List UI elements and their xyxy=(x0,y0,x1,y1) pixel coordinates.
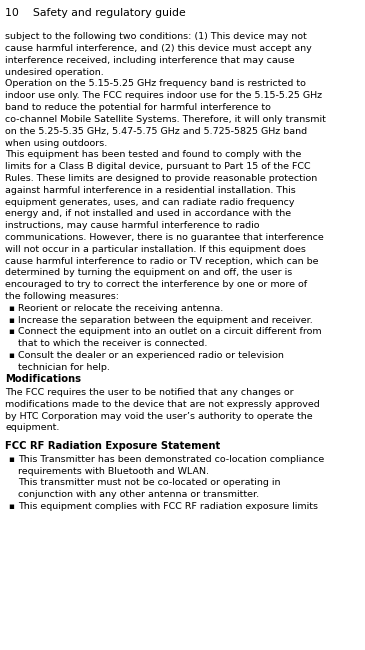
Text: cause harmful interference to radio or TV reception, which can be: cause harmful interference to radio or T… xyxy=(5,257,319,265)
Text: subject to the following two conditions: (1) This device may not: subject to the following two conditions:… xyxy=(5,32,307,42)
Text: on the 5.25-5.35 GHz, 5.47-5.75 GHz and 5.725-5825 GHz band: on the 5.25-5.35 GHz, 5.47-5.75 GHz and … xyxy=(5,127,307,136)
Text: against harmful interference in a residential installation. This: against harmful interference in a reside… xyxy=(5,186,296,195)
Text: limits for a Class B digital device, pursuant to Part 15 of the FCC: limits for a Class B digital device, pur… xyxy=(5,162,311,171)
Text: energy and, if not installed and used in accordance with the: energy and, if not installed and used in… xyxy=(5,209,291,218)
Text: This Transmitter has been demonstrated co-location compliance: This Transmitter has been demonstrated c… xyxy=(18,455,324,463)
Text: FCC RF Radiation Exposure Statement: FCC RF Radiation Exposure Statement xyxy=(5,441,220,450)
Text: Rules. These limits are designed to provide reasonable protection: Rules. These limits are designed to prov… xyxy=(5,174,317,183)
Text: determined by turning the equipment on and off, the user is: determined by turning the equipment on a… xyxy=(5,268,292,278)
Text: by HTC Corporation may void the user’s authority to operate the: by HTC Corporation may void the user’s a… xyxy=(5,411,313,421)
Text: ▪: ▪ xyxy=(8,351,14,360)
Text: undesired operation.: undesired operation. xyxy=(5,68,104,77)
Text: interference received, including interference that may cause: interference received, including interfe… xyxy=(5,56,295,65)
Text: when using outdoors.: when using outdoors. xyxy=(5,138,107,148)
Text: cause harmful interference, and (2) this device must accept any: cause harmful interference, and (2) this… xyxy=(5,44,312,53)
Text: ▪: ▪ xyxy=(8,502,14,511)
Text: Reorient or relocate the receiving antenna.: Reorient or relocate the receiving anten… xyxy=(18,304,223,313)
Text: This transmitter must not be co-located or operating in: This transmitter must not be co-located … xyxy=(18,478,280,488)
Text: ▪: ▪ xyxy=(8,455,14,463)
Text: band to reduce the potential for harmful interference to: band to reduce the potential for harmful… xyxy=(5,103,271,112)
Text: indoor use only. The FCC requires indoor use for the 5.15-5.25 GHz: indoor use only. The FCC requires indoor… xyxy=(5,91,322,100)
Text: conjunction with any other antenna or transmitter.: conjunction with any other antenna or tr… xyxy=(18,490,259,499)
Text: communications. However, there is no guarantee that interference: communications. However, there is no gua… xyxy=(5,233,324,242)
Text: requirements with Bluetooth and WLAN.: requirements with Bluetooth and WLAN. xyxy=(18,467,209,476)
Text: Operation on the 5.15-5.25 GHz frequency band is restricted to: Operation on the 5.15-5.25 GHz frequency… xyxy=(5,79,306,88)
Text: Connect the equipment into an outlet on a circuit different from: Connect the equipment into an outlet on … xyxy=(18,328,322,336)
Text: equipment.: equipment. xyxy=(5,423,59,432)
Text: Increase the separation between the equipment and receiver.: Increase the separation between the equi… xyxy=(18,315,313,324)
Text: ▪: ▪ xyxy=(8,315,14,324)
Text: This equipment complies with FCC RF radiation exposure limits: This equipment complies with FCC RF radi… xyxy=(18,502,318,511)
Text: ▪: ▪ xyxy=(8,328,14,336)
Text: instructions, may cause harmful interference to radio: instructions, may cause harmful interfer… xyxy=(5,221,260,230)
Text: The FCC requires the user to be notified that any changes or: The FCC requires the user to be notified… xyxy=(5,388,293,397)
Text: the following measures:: the following measures: xyxy=(5,292,119,301)
Text: modifications made to the device that are not expressly approved: modifications made to the device that ar… xyxy=(5,400,320,409)
Text: Modifications: Modifications xyxy=(5,374,81,384)
Text: technician for help.: technician for help. xyxy=(18,363,110,372)
Text: Consult the dealer or an experienced radio or television: Consult the dealer or an experienced rad… xyxy=(18,351,284,360)
Text: encouraged to try to correct the interference by one or more of: encouraged to try to correct the interfe… xyxy=(5,280,307,289)
Text: co-channel Mobile Satellite Systems. Therefore, it will only transmit: co-channel Mobile Satellite Systems. The… xyxy=(5,115,326,124)
Text: ▪: ▪ xyxy=(8,304,14,313)
Text: This equipment has been tested and found to comply with the: This equipment has been tested and found… xyxy=(5,150,301,159)
Text: 10    Safety and regulatory guide: 10 Safety and regulatory guide xyxy=(5,8,186,18)
Text: equipment generates, uses, and can radiate radio frequency: equipment generates, uses, and can radia… xyxy=(5,198,295,207)
Text: will not occur in a particular installation. If this equipment does: will not occur in a particular installat… xyxy=(5,244,306,254)
Text: that to which the receiver is connected.: that to which the receiver is connected. xyxy=(18,339,207,348)
